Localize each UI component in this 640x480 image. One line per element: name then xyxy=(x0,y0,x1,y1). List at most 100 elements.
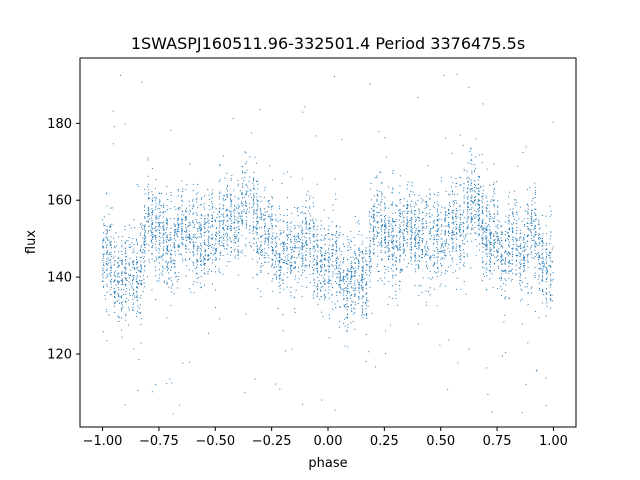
data-point xyxy=(369,237,371,239)
data-point xyxy=(256,217,258,219)
data-point xyxy=(186,207,188,209)
data-point xyxy=(527,253,529,255)
data-point xyxy=(221,244,223,246)
data-point xyxy=(535,218,537,220)
data-point xyxy=(129,275,131,277)
data-point xyxy=(142,291,144,293)
data-point xyxy=(437,267,439,269)
data-point xyxy=(379,204,381,206)
data-point xyxy=(479,204,481,206)
data-point xyxy=(178,246,180,248)
data-point xyxy=(292,235,294,237)
data-point xyxy=(185,223,187,225)
data-point xyxy=(152,234,154,236)
data-point xyxy=(512,236,514,238)
data-point xyxy=(435,247,437,249)
data-point xyxy=(456,277,458,279)
data-point xyxy=(444,234,446,236)
data-point xyxy=(300,247,302,249)
data-point xyxy=(441,271,443,273)
data-point xyxy=(452,191,454,193)
data-point xyxy=(204,228,206,230)
data-point xyxy=(424,247,426,249)
data-point xyxy=(151,230,153,232)
data-point xyxy=(155,260,157,262)
data-point xyxy=(112,110,114,112)
data-point xyxy=(404,240,406,242)
data-point xyxy=(316,225,318,227)
data-point xyxy=(108,239,110,241)
data-point xyxy=(485,209,487,211)
data-point xyxy=(414,221,416,223)
data-point xyxy=(411,216,413,218)
data-point xyxy=(545,377,547,379)
data-point xyxy=(384,247,386,249)
data-point xyxy=(445,242,447,244)
data-point xyxy=(182,244,184,246)
data-point xyxy=(349,295,351,297)
data-point xyxy=(427,254,429,256)
data-point xyxy=(324,297,326,299)
data-point xyxy=(531,251,533,253)
data-point xyxy=(399,281,401,283)
data-point xyxy=(478,229,480,231)
data-point xyxy=(362,241,364,243)
data-point xyxy=(319,273,321,275)
data-point xyxy=(388,225,390,227)
data-point xyxy=(256,213,258,215)
data-point xyxy=(128,236,130,238)
data-point xyxy=(144,265,146,267)
data-point xyxy=(196,237,198,239)
data-point xyxy=(117,262,119,264)
data-point xyxy=(467,255,469,257)
data-point xyxy=(102,254,104,256)
data-point xyxy=(163,221,165,223)
data-point xyxy=(177,214,179,216)
data-point xyxy=(203,259,205,261)
data-point xyxy=(102,219,104,221)
data-point xyxy=(354,215,356,217)
data-point xyxy=(143,278,145,280)
data-point xyxy=(362,278,364,280)
data-point xyxy=(418,238,420,240)
data-point xyxy=(144,243,146,245)
data-point xyxy=(470,217,472,219)
data-point xyxy=(152,238,154,240)
data-point xyxy=(362,267,364,269)
data-point xyxy=(147,175,149,177)
data-point xyxy=(467,203,469,205)
data-point xyxy=(384,228,386,230)
data-point xyxy=(121,295,123,297)
data-point xyxy=(223,229,225,231)
data-point xyxy=(103,225,105,227)
data-point xyxy=(361,270,363,272)
data-point xyxy=(304,223,306,225)
data-point xyxy=(470,218,472,220)
data-point xyxy=(361,277,363,279)
data-point xyxy=(489,232,491,234)
data-point xyxy=(374,226,376,228)
data-point xyxy=(136,294,138,296)
data-point xyxy=(489,228,491,230)
data-point xyxy=(177,195,179,197)
data-point xyxy=(406,242,408,244)
data-point xyxy=(300,212,302,214)
data-point xyxy=(481,196,483,198)
data-point xyxy=(312,248,314,250)
data-point xyxy=(353,258,355,260)
data-point xyxy=(252,205,254,207)
data-point xyxy=(215,221,217,223)
data-point xyxy=(294,267,296,269)
data-point xyxy=(467,201,469,203)
data-point xyxy=(414,210,416,212)
data-point xyxy=(160,257,162,259)
data-point xyxy=(272,246,274,248)
data-point xyxy=(131,242,133,244)
data-point xyxy=(189,257,191,259)
data-point xyxy=(239,205,241,207)
data-point xyxy=(482,232,484,234)
data-point xyxy=(479,205,481,207)
data-point xyxy=(233,227,235,229)
data-point xyxy=(535,190,537,192)
data-point xyxy=(302,247,304,249)
